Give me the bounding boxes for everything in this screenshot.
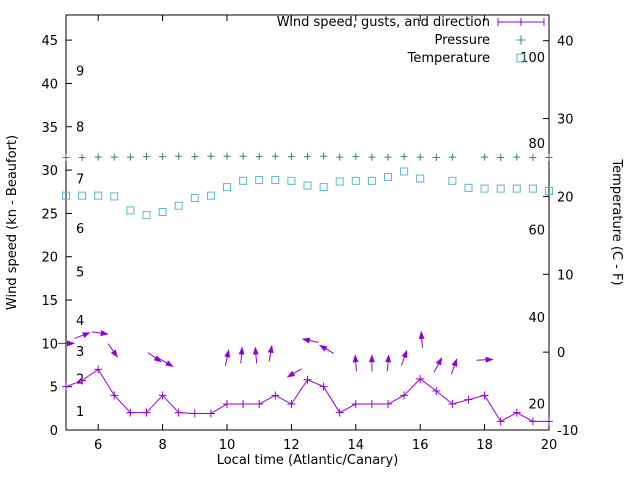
fahrenheit-label: 20 xyxy=(528,397,545,412)
y-left-tick-label: 20 xyxy=(41,251,58,266)
fahrenheit-label: 100 xyxy=(520,51,545,66)
y-left-tick-label: 0 xyxy=(50,424,58,439)
x-axis-title: Local time (Atlantic/Canary) xyxy=(217,453,399,468)
x-tick-label: 20 xyxy=(541,438,558,453)
beaufort-label: 9 xyxy=(76,64,84,79)
x-tick-label: 6 xyxy=(94,438,102,453)
beaufort-label: 6 xyxy=(76,222,84,237)
legend-sample-pressure xyxy=(516,35,526,45)
wind-speed-series xyxy=(62,365,553,426)
legend-sample-temperature xyxy=(516,53,526,63)
beaufort-label: 3 xyxy=(76,345,84,360)
y-right-tick-label: 40 xyxy=(557,35,574,50)
y-left-tick-label: 35 xyxy=(41,121,58,136)
y-axis-left: 0 5 10 15 20 25 30 35 40 45 xyxy=(41,34,72,439)
y-right-tick-label: 20 xyxy=(557,190,574,205)
y-axis-right: -10 0 10 20 30 40 xyxy=(543,35,578,439)
beaufort-label: 8 xyxy=(76,121,84,136)
y-right-tick-label: -10 xyxy=(557,424,578,439)
y-axis-left-title: Wind speed (kn - Beaufort) xyxy=(5,135,20,310)
legend-label-wind_speed: Wind speed, gusts, and direction xyxy=(277,15,490,30)
x-tick-label: 14 xyxy=(348,438,365,453)
y-left-tick-label: 25 xyxy=(41,207,58,222)
x-axis: 6 8 10 12 14 16 18 20 xyxy=(94,15,557,453)
x-tick-label: 16 xyxy=(412,438,429,453)
y-left-tick-label: 10 xyxy=(41,337,58,352)
legend: Wind speed, gusts, and direction Pressure… xyxy=(277,15,545,66)
y-left-tick-label: 40 xyxy=(41,77,58,92)
pressure-series xyxy=(62,152,553,162)
y-right-tick-label: 0 xyxy=(557,346,565,361)
x-tick-label: 12 xyxy=(283,438,300,453)
y-left-tick-label: 45 xyxy=(41,34,58,49)
x-tick-label: 10 xyxy=(219,438,236,453)
x-tick-label: 8 xyxy=(158,438,166,453)
y-right-tick-label: 30 xyxy=(557,113,574,128)
beaufort-label: 4 xyxy=(76,314,84,329)
wind-direction-arrows xyxy=(58,330,494,378)
y-left-tick-label: 30 xyxy=(41,164,58,179)
beaufort-label: 7 xyxy=(76,173,84,188)
legend-label-pressure: Pressure xyxy=(434,33,490,48)
x-tick-label: 18 xyxy=(476,438,493,453)
y-left-tick-label: 15 xyxy=(41,294,58,309)
temperature-series xyxy=(62,167,553,220)
fahrenheit-label: 40 xyxy=(528,311,545,326)
fahrenheit-label: 80 xyxy=(528,137,545,152)
legend-label-temperature: Temperature xyxy=(407,51,490,66)
y-axis-right-title: Temperature (C - F) xyxy=(609,158,624,285)
y-right-tick-label: 10 xyxy=(557,268,574,283)
fahrenheit-label: 60 xyxy=(528,224,545,239)
y-left-tick-label: 5 xyxy=(50,381,58,396)
fahrenheit-scale-labels: 20 40 60 80 100 xyxy=(520,51,545,412)
beaufort-label: 1 xyxy=(76,405,84,420)
beaufort-label: 5 xyxy=(76,265,84,280)
plot-border xyxy=(65,14,550,431)
legend-sample-wind xyxy=(497,18,545,26)
